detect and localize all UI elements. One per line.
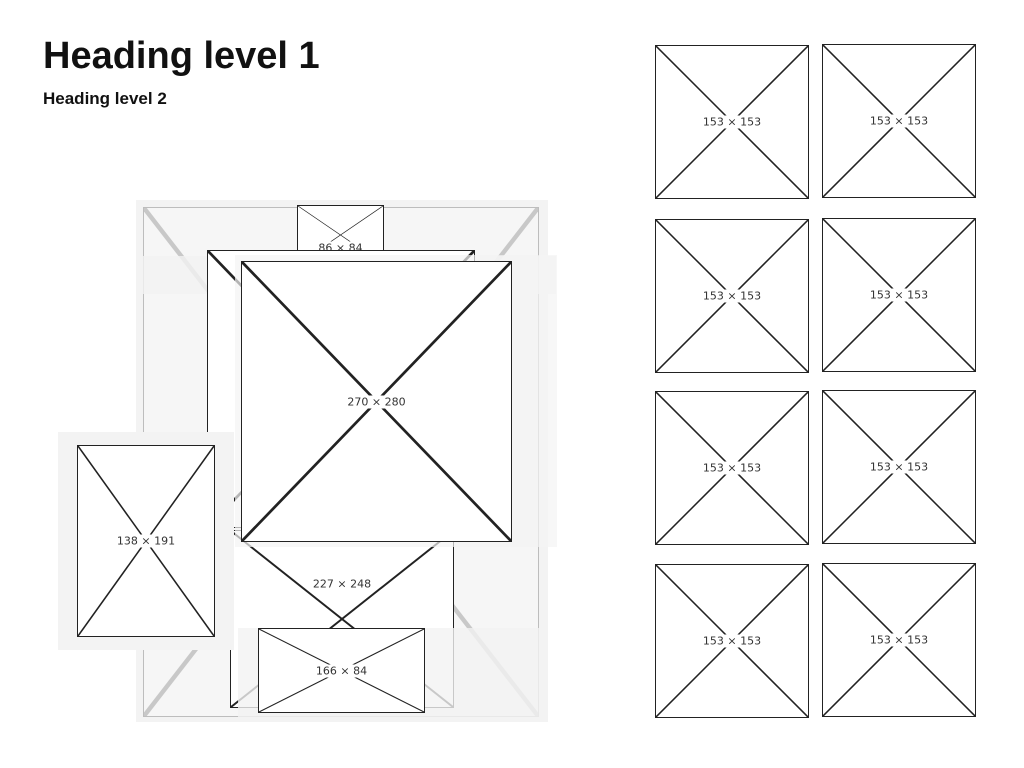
grid-tile: 153 × 153 bbox=[655, 564, 809, 718]
grid-tile: 153 × 153 bbox=[655, 45, 809, 199]
grid-tile: 153 × 153 bbox=[822, 563, 976, 717]
collage-bottom-placeholder: 166 × 84 bbox=[258, 628, 425, 713]
grid-tile: 153 × 153 bbox=[822, 390, 976, 544]
grid-tile-label: 153 × 153 bbox=[868, 114, 930, 128]
grid-tile: 153 × 153 bbox=[655, 219, 809, 373]
heading-level-2: Heading level 2 bbox=[43, 89, 167, 108]
grid-tile-label: 153 × 153 bbox=[701, 289, 763, 303]
grid-tile-label: 153 × 153 bbox=[868, 288, 930, 302]
grid-tile-label: 153 × 153 bbox=[701, 634, 763, 648]
heading-level-1: Heading level 1 bbox=[43, 35, 320, 77]
collage-main-placeholder: 270 × 280 bbox=[241, 261, 512, 542]
grid-tile-label: 153 × 153 bbox=[701, 115, 763, 129]
grid-tile-label: 153 × 153 bbox=[868, 460, 930, 474]
grid-tile: 153 × 153 bbox=[822, 44, 976, 198]
collage-main-label: 270 × 280 bbox=[346, 395, 407, 408]
grid-tile-label: 153 × 153 bbox=[701, 461, 763, 475]
grid-tile: 153 × 153 bbox=[822, 218, 976, 372]
collage-left-label: 138 × 191 bbox=[115, 534, 177, 548]
grid-tile: 153 × 153 bbox=[655, 391, 809, 545]
collage-middle-label: 227 × 248 bbox=[311, 577, 373, 591]
grid-tile-label: 153 × 153 bbox=[868, 633, 930, 647]
collage-bottom-label: 166 × 84 bbox=[314, 664, 369, 677]
collage-left-placeholder: 138 × 191 bbox=[77, 445, 215, 637]
